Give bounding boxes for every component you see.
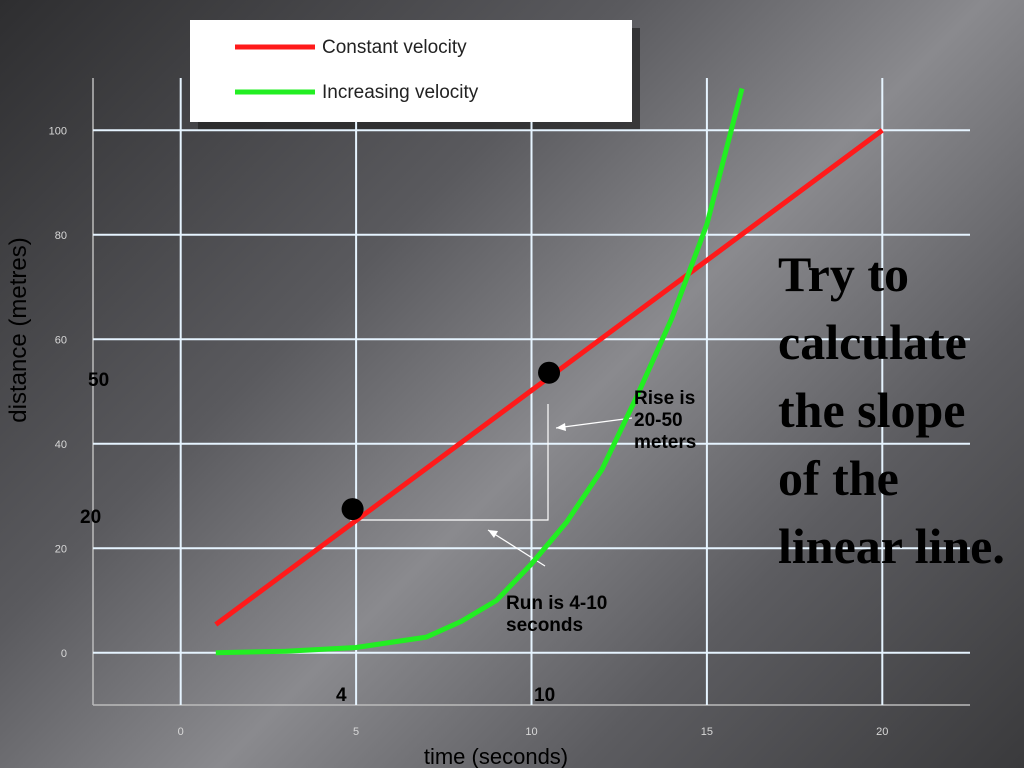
x-tick-label: 10 xyxy=(525,726,537,738)
x-axis-label: time (seconds) xyxy=(424,744,568,768)
y-tick-label: 100 xyxy=(49,125,67,137)
rise-run-guide xyxy=(350,404,549,521)
x-tick-label: 15 xyxy=(701,726,713,738)
y-tick-label: 0 xyxy=(61,648,67,660)
x-tick-label: 0 xyxy=(178,726,184,738)
legend-label: Increasing velocity xyxy=(322,82,479,103)
highlight-point xyxy=(341,498,364,521)
annotation: 20 xyxy=(80,507,102,528)
annotation: Run is 4-10 seconds xyxy=(506,593,608,636)
x-tick-label: 20 xyxy=(876,726,888,738)
y-tick-label: 80 xyxy=(55,230,67,242)
arrowhead xyxy=(488,530,498,538)
legend-box xyxy=(190,20,632,122)
y-tick-label: 40 xyxy=(55,439,67,451)
highlight-point xyxy=(538,361,561,384)
legend-label: Constant velocity xyxy=(322,37,467,58)
annotation: 4 xyxy=(336,685,347,706)
annotation: 50 xyxy=(88,370,110,391)
annotation: 10 xyxy=(534,685,556,706)
annotation: Rise is 20-50 meters xyxy=(634,388,697,453)
y-tick-label: 60 xyxy=(55,334,67,346)
arrowhead xyxy=(556,423,566,431)
x-tick-label: 5 xyxy=(353,726,359,738)
data-line xyxy=(215,87,745,656)
rise-arrow xyxy=(555,417,633,429)
slide-text: Try to calculate the slope of the linear… xyxy=(778,246,1005,574)
y-axis-label: distance (metres) xyxy=(5,237,32,422)
y-tick-label: 20 xyxy=(55,543,67,555)
